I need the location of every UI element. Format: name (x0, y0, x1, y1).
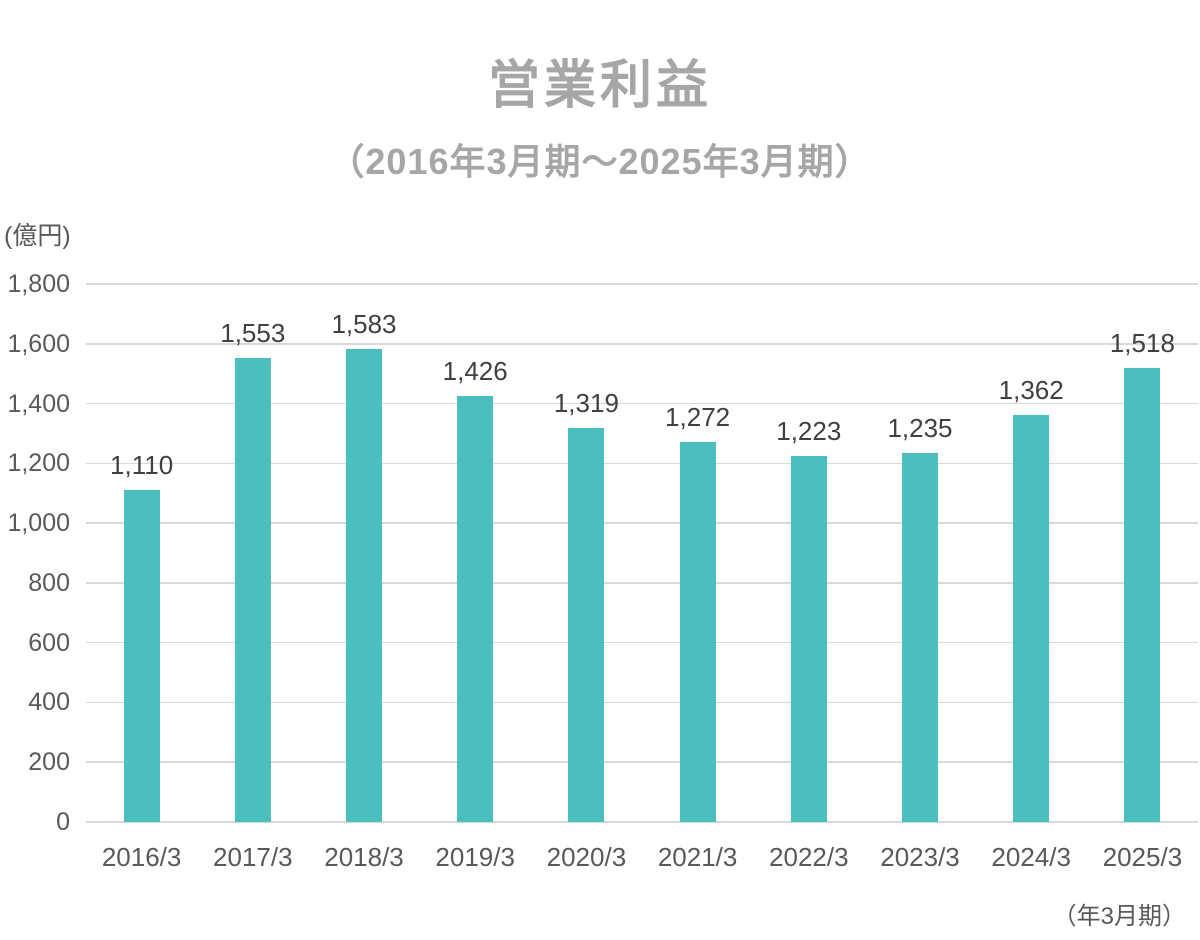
gridline (86, 821, 1198, 823)
bar-value-label: 1,583 (331, 308, 397, 339)
bar-2017/3 (234, 357, 271, 822)
bar-value-label: 1,426 (442, 355, 508, 386)
bar-value-label: 1,319 (553, 387, 619, 418)
bar-2023/3 (902, 452, 938, 822)
bar-2022/3 (790, 456, 827, 822)
bar-value-label: 1,362 (998, 374, 1064, 405)
bar-2020/3 (568, 427, 605, 822)
x-axis-label: 2018/3 (324, 842, 404, 872)
x-axis-label: 2017/3 (213, 842, 293, 872)
y-axis-label: 0 (56, 808, 70, 836)
x-axis-label: 2021/3 (657, 842, 738, 872)
gridline (86, 402, 1198, 405)
gridline (86, 582, 1198, 584)
x-axis-label: 2024/3 (991, 842, 1071, 872)
y-axis-label: 1,600 (7, 329, 70, 358)
y-axis-label: 1,200 (7, 449, 70, 478)
x-axis-label: 2016/3 (101, 842, 182, 872)
x-axis-label: 2019/3 (435, 842, 515, 872)
bar-2016/3 (123, 490, 160, 822)
x-axis-note: （年3月期） (1052, 903, 1186, 930)
y-axis-label: 1,000 (7, 509, 70, 538)
bar-value-label: 1,272 (665, 401, 731, 432)
bar-2018/3 (346, 348, 382, 822)
chart-title: 営業利益 (487, 57, 712, 115)
y-axis-unit-label: (億円) (4, 222, 71, 250)
bar-2025/3 (1124, 368, 1161, 822)
bar-value-label: 1,235 (887, 412, 953, 443)
y-axis-label: 400 (28, 688, 70, 717)
gridline (86, 283, 1198, 285)
gridline (86, 641, 1198, 644)
gridline (86, 761, 1198, 763)
bar-value-label: 1,553 (220, 317, 286, 348)
y-axis-label: 800 (28, 568, 70, 597)
bar-2024/3 (1013, 414, 1050, 822)
x-axis-label: 2023/3 (880, 842, 960, 872)
plot-area (86, 283, 1198, 823)
x-axis-label: 2025/3 (1102, 842, 1183, 872)
chart-subtitle: （2016年3月期～2025年3月期） (328, 141, 872, 182)
bar-value-label: 1,110 (110, 450, 174, 481)
bar-2019/3 (457, 395, 494, 822)
y-axis-label: 1,800 (7, 270, 70, 298)
y-axis-label: 600 (28, 628, 70, 657)
bar-value-label: 1,518 (1109, 328, 1175, 359)
x-axis-label: 2022/3 (769, 842, 849, 872)
gridline (86, 462, 1198, 465)
gridline (86, 343, 1198, 345)
bar-2021/3 (679, 441, 716, 822)
bar-value-label: 1,223 (776, 416, 842, 447)
gridline (86, 701, 1198, 704)
x-axis-label: 2020/3 (546, 842, 627, 872)
gridline (86, 522, 1198, 524)
y-axis-label: 200 (28, 748, 70, 777)
y-axis-label: 1,400 (7, 389, 70, 418)
